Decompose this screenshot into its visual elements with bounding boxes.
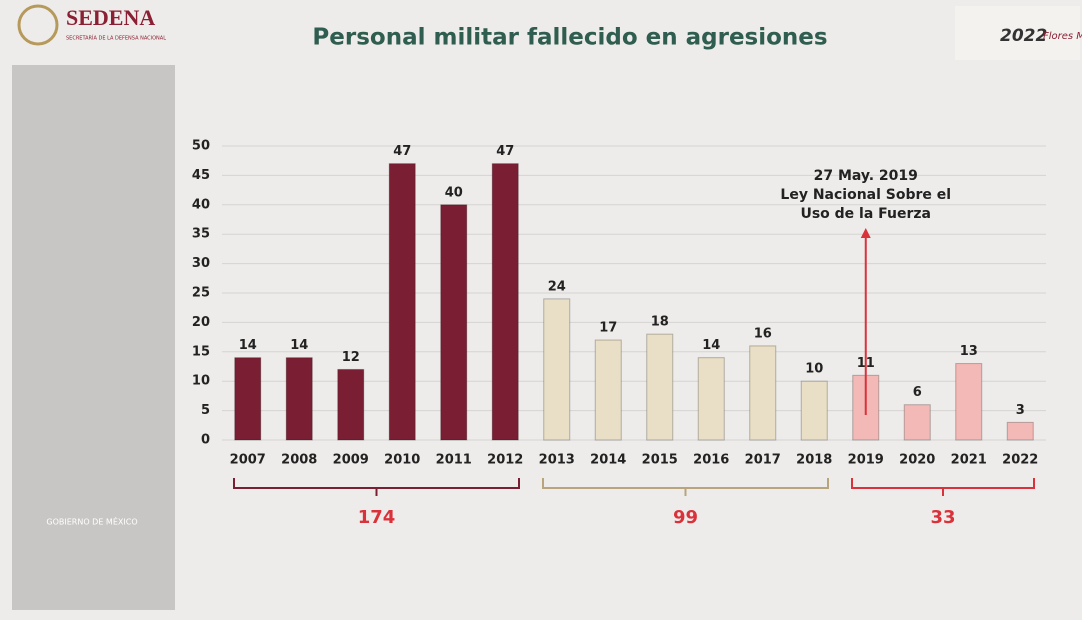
group-bracket xyxy=(851,478,1035,496)
badge xyxy=(955,6,1080,60)
x-tick-label: 2022 xyxy=(1002,453,1038,468)
y-tick-label: 15 xyxy=(192,344,210,359)
value-label: 6 xyxy=(913,385,922,400)
y-tick-label: 0 xyxy=(201,433,210,448)
bar xyxy=(491,163,519,441)
y-tick-label: 45 xyxy=(192,168,210,183)
group-total: 174 xyxy=(358,507,396,528)
x-tick-label: 2018 xyxy=(796,453,832,468)
x-tick-label: 2011 xyxy=(436,453,472,468)
government: GOBIERNO DE MÉXICO xyxy=(46,516,137,527)
bar xyxy=(697,357,725,441)
y-tick-label: 35 xyxy=(192,227,210,242)
annotation-text: Ley Nacional Sobre el xyxy=(780,187,951,203)
bar xyxy=(440,204,468,441)
group-total: 33 xyxy=(930,507,955,528)
bar xyxy=(800,380,828,441)
value-label: 14 xyxy=(702,338,720,353)
bar xyxy=(594,339,622,441)
x-tick-label: 2010 xyxy=(384,453,420,468)
group-bracket xyxy=(542,478,829,496)
group-total: 99 xyxy=(673,507,698,528)
x-tick-label: 2017 xyxy=(745,453,781,468)
x-tick-label: 2008 xyxy=(281,453,317,468)
y-tick-label: 40 xyxy=(192,197,210,212)
bar xyxy=(285,357,313,441)
y-tick-label: 25 xyxy=(192,286,210,301)
x-tick-label: 2007 xyxy=(230,453,266,468)
bar xyxy=(749,345,777,441)
bar xyxy=(1006,421,1034,441)
brand-subtitle: SECRETARÍA DE LA DEFENSA NACIONAL xyxy=(66,35,166,42)
badge-year: 2022 xyxy=(1000,26,1047,46)
y-tick-label: 10 xyxy=(192,374,210,389)
chart-title: Personal militar fallecido en agresiones xyxy=(312,25,827,51)
value-label: 40 xyxy=(445,185,463,200)
y-tick-label: 20 xyxy=(192,315,210,330)
x-tick-label: 2020 xyxy=(899,453,935,468)
annotation-text: Uso de la Fuerza xyxy=(800,206,931,222)
bar xyxy=(543,298,571,441)
value-label: 12 xyxy=(342,350,360,365)
badge-name: Flores Magón xyxy=(1043,30,1082,42)
value-label: 3 xyxy=(1016,403,1025,418)
annotation-arrowhead xyxy=(860,228,871,238)
x-tick-label: 2014 xyxy=(590,453,626,468)
annotation-text: 27 May. 2019 xyxy=(814,168,918,184)
value-label: 14 xyxy=(290,338,308,353)
brand: SEDENA xyxy=(66,5,155,30)
bar xyxy=(955,363,983,441)
value-label: 16 xyxy=(754,326,772,341)
value-label: 14 xyxy=(239,338,257,353)
value-label: 47 xyxy=(496,144,514,159)
x-tick-label: 2015 xyxy=(642,453,678,468)
value-label: 18 xyxy=(651,315,669,330)
side-panel xyxy=(12,65,175,610)
value-label: 13 xyxy=(960,344,978,359)
value-label: 10 xyxy=(805,362,823,377)
value-label: 47 xyxy=(393,144,411,159)
x-tick-label: 2009 xyxy=(333,453,369,468)
bar xyxy=(646,333,674,441)
y-tick-label: 30 xyxy=(192,256,210,271)
seal xyxy=(17,4,59,46)
y-tick-label: 5 xyxy=(201,403,210,418)
bar xyxy=(903,404,931,441)
bar xyxy=(388,163,416,441)
x-tick-label: 2012 xyxy=(487,453,523,468)
y-tick-label: 50 xyxy=(192,139,210,154)
value-label: 17 xyxy=(599,321,617,336)
bar xyxy=(234,357,262,441)
x-tick-label: 2016 xyxy=(693,453,729,468)
x-tick-label: 2013 xyxy=(539,453,575,468)
bar xyxy=(337,368,365,441)
group-bracket xyxy=(233,478,520,496)
x-tick-label: 2019 xyxy=(848,453,884,468)
value-label: 24 xyxy=(548,279,566,294)
x-tick-label: 2021 xyxy=(951,453,987,468)
